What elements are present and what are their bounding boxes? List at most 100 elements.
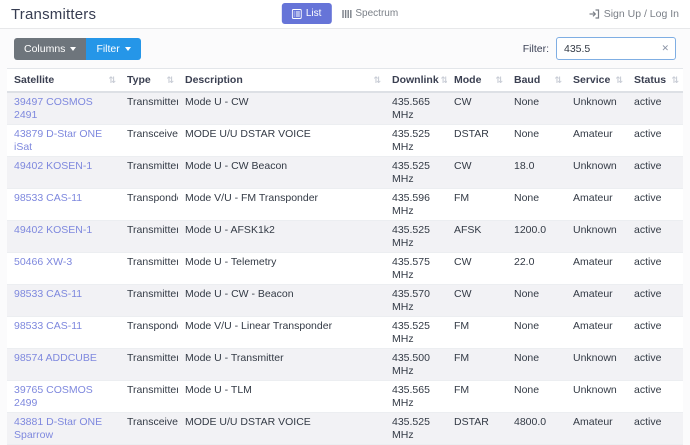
cell-service: Unknown — [566, 348, 627, 381]
spectrum-view-button[interactable]: Spectrum — [331, 3, 408, 24]
cell-status: active — [627, 252, 683, 285]
cell-type: Transmitter — [120, 284, 178, 317]
cell-satellite: 98533 CAS-11 — [7, 316, 120, 349]
cell-service: Unknown — [566, 91, 627, 125]
satellite-link[interactable]: 50466 XW-3 — [14, 256, 73, 268]
filter-group: Filter: ✕ — [523, 37, 676, 60]
cell-mode: DSTAR — [447, 412, 507, 445]
spectrum-bars-icon — [341, 9, 352, 19]
column-header-mode[interactable]: Mode ⇅ — [447, 68, 507, 93]
satellite-link[interactable]: 98574 ADDCUBE — [14, 352, 97, 364]
sort-icon[interactable]: ⇅ — [671, 75, 679, 85]
column-header-type[interactable]: Type ⇅ — [120, 68, 178, 93]
list-view-label: List — [305, 8, 322, 19]
cell-status: active — [627, 188, 683, 221]
cell-description: Mode U - CW Beacon — [178, 156, 385, 189]
columns-dropdown-button[interactable]: Columns — [14, 37, 87, 60]
table-row: 39497 COSMOS 2491 Transmitter Mode U - C… — [7, 91, 683, 125]
cell-baud: None — [507, 348, 566, 381]
cell-satellite: 39765 COSMOS 2499 — [7, 380, 120, 413]
satellite-link[interactable]: 43881 D-Star ONE Sparrow — [14, 416, 103, 441]
cell-satellite: 43879 D-Star ONE iSat — [7, 124, 120, 157]
column-header-status[interactable]: Status ⇅ — [627, 68, 683, 93]
cell-satellite: 98533 CAS-11 — [7, 284, 120, 317]
column-header-description[interactable]: Description ⇅ — [178, 68, 385, 93]
sort-icon[interactable]: ⇅ — [166, 75, 174, 85]
cell-service: Amateur — [566, 284, 627, 317]
cell-downlink: 435.596 MHz — [385, 188, 447, 221]
cell-service: Unknown — [566, 220, 627, 253]
cell-mode: AFSK — [447, 220, 507, 253]
table-row: 98533 CAS-11 Transponder Mode V/U - FM T… — [7, 188, 683, 221]
satellite-link[interactable]: 39765 COSMOS 2499 — [14, 384, 93, 409]
table-row: 49402 KOSEN-1 Transmitter Mode U - CW Be… — [7, 156, 683, 189]
view-toggle-group: List Spectrum — [281, 3, 408, 24]
cell-satellite: 49402 KOSEN-1 — [7, 220, 120, 253]
cell-mode: FM — [447, 188, 507, 221]
filter-input[interactable] — [556, 37, 676, 60]
column-header-downlink[interactable]: Downlink⇅ — [385, 68, 447, 93]
sort-icon[interactable]: ⇅ — [373, 75, 381, 85]
cell-downlink: 435.570 MHz — [385, 284, 447, 317]
cell-mode: CW — [447, 91, 507, 125]
satellite-link[interactable]: 98533 CAS-11 — [14, 288, 83, 300]
filter-dropdown-button[interactable]: Filter — [86, 37, 141, 60]
satellite-link[interactable]: 49402 KOSEN-1 — [14, 160, 93, 172]
column-header-baud[interactable]: Baud ⇅ — [507, 68, 566, 93]
cell-description: Mode U - Telemetry — [178, 252, 385, 285]
cell-type: Transponder — [120, 316, 178, 349]
filter-field-label: Filter: — [522, 42, 549, 55]
cell-mode: FM — [447, 316, 507, 349]
satellite-link[interactable]: 39497 COSMOS 2491 — [14, 96, 93, 121]
cell-downlink: 435.525 MHz — [385, 412, 447, 445]
sort-icon[interactable]: ⇅ — [495, 75, 503, 85]
table-row: 98574 ADDCUBE Transmitter Mode U - Trans… — [7, 348, 683, 381]
sort-icon[interactable]: ⇅ — [615, 75, 623, 85]
cell-service: Amateur — [566, 412, 627, 445]
list-view-button[interactable]: List — [281, 3, 332, 24]
column-header-satellite[interactable]: Satellite ⇅ — [7, 68, 120, 93]
cell-status: active — [627, 412, 683, 445]
sort-icon[interactable]: ⇅ — [441, 75, 447, 85]
columns-button-label: Columns — [24, 42, 66, 55]
cell-description: Mode U - TLM — [178, 380, 385, 413]
cell-baud: 1200.0 — [507, 220, 566, 253]
auth-label: Sign Up / Log In — [603, 8, 679, 20]
satellite-link[interactable]: 49402 KOSEN-1 — [14, 224, 93, 236]
cell-status: active — [627, 380, 683, 413]
cell-type: Transmitter — [120, 220, 178, 253]
spectrum-view-label: Spectrum — [355, 8, 399, 19]
transmitters-table: Satellite⇅ Type⇅ Description⇅ Downlink⇅ … — [7, 68, 683, 445]
clear-filter-icon[interactable]: ✕ — [661, 43, 669, 53]
cell-baud: None — [507, 380, 566, 413]
cell-baud: None — [507, 188, 566, 221]
sign-up-log-in-link[interactable]: Sign Up / Log In — [589, 8, 679, 20]
list-icon — [291, 8, 302, 19]
table-toolbar: Columns Filter Filter: ✕ — [0, 29, 690, 66]
cell-baud: None — [507, 91, 566, 125]
cell-baud: 18.0 — [507, 156, 566, 189]
cell-type: Transmitter — [120, 91, 178, 125]
cell-description: Mode U - CW - Beacon — [178, 284, 385, 317]
cell-satellite: 43881 D-Star ONE Sparrow — [7, 412, 120, 445]
cell-satellite: 98533 CAS-11 — [7, 188, 120, 221]
cell-status: active — [627, 220, 683, 253]
cell-type: Transmitter — [120, 156, 178, 189]
cell-description: Mode U - AFSK1k2 — [178, 220, 385, 253]
satellite-link[interactable]: 98533 CAS-11 — [14, 320, 83, 332]
cell-baud: None — [507, 316, 566, 349]
cell-type: Transmitter — [120, 348, 178, 381]
column-header-service[interactable]: Service ⇅ — [566, 68, 627, 93]
sort-icon[interactable]: ⇅ — [108, 75, 116, 85]
cell-downlink: 435.575 MHz — [385, 252, 447, 285]
cell-baud: 22.0 — [507, 252, 566, 285]
cell-description: Mode U - CW — [178, 91, 385, 125]
caret-down-icon — [124, 46, 131, 51]
satellite-link[interactable]: 43879 D-Star ONE iSat — [14, 128, 103, 153]
cell-downlink: 435.565 MHz — [385, 380, 447, 413]
satellite-link[interactable]: 98533 CAS-11 — [14, 192, 83, 204]
cell-satellite: 49402 KOSEN-1 — [7, 156, 120, 189]
cell-status: active — [627, 156, 683, 189]
sort-icon[interactable]: ⇅ — [554, 75, 562, 85]
cell-satellite: 39497 COSMOS 2491 — [7, 91, 120, 125]
